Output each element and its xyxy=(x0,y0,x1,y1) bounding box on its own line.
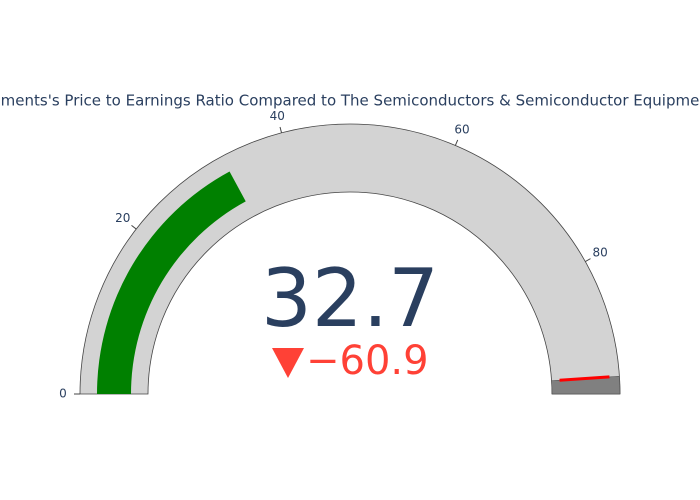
delta-arrow xyxy=(272,348,304,378)
tick-label: 0 xyxy=(59,387,67,401)
tick-label: 80 xyxy=(592,246,607,260)
tick-mark xyxy=(131,224,137,230)
tick-mark xyxy=(454,139,459,146)
tick-label: 60 xyxy=(454,122,469,136)
tick-label: 40 xyxy=(270,109,285,123)
tick-mark xyxy=(279,126,283,133)
chart-title: ments's Price to Earnings Ratio Compared… xyxy=(1,92,700,110)
gauge-value: 32.7 xyxy=(261,252,439,345)
tick-mark xyxy=(585,258,591,263)
threshold-line xyxy=(559,375,610,382)
gauge-bar xyxy=(97,171,246,394)
delta-value: −60.9 xyxy=(306,338,429,384)
tick-label: 20 xyxy=(115,211,130,225)
